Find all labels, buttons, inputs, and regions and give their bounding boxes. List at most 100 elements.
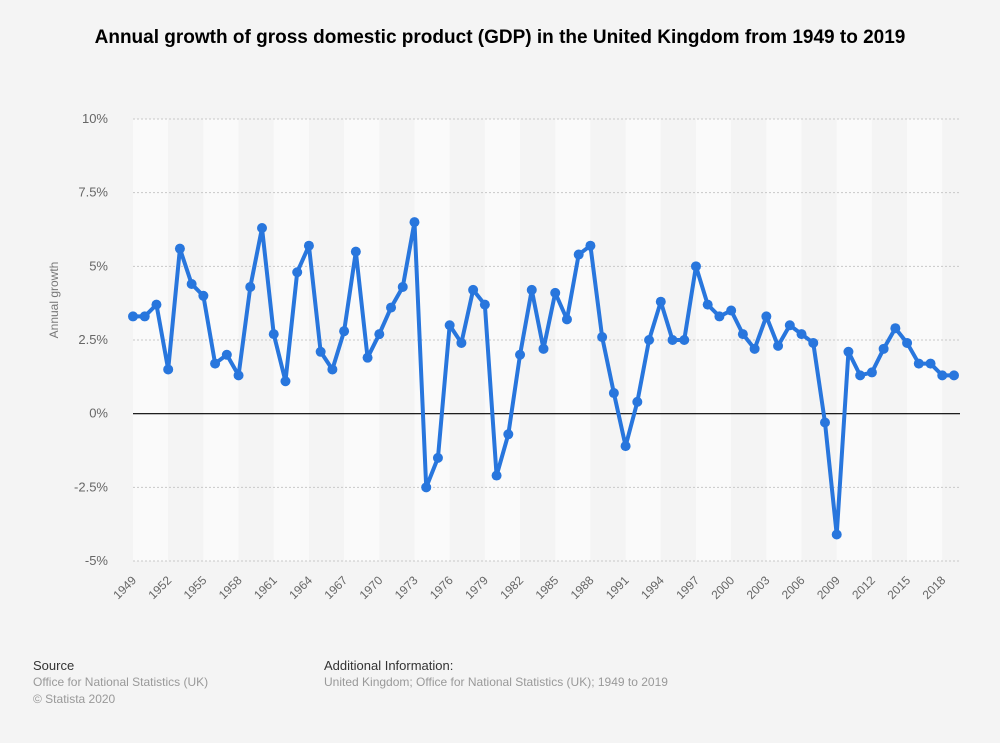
data-point [362,352,373,363]
data-point [245,281,256,292]
data-point [902,337,913,348]
data-point [526,284,537,295]
x-tick-label: 1958 [216,573,245,602]
data-point [773,340,784,351]
data-point [374,329,385,340]
data-point [632,396,643,407]
data-point [949,370,959,381]
data-point [937,370,948,381]
data-point [655,296,666,307]
data-point [397,281,408,292]
x-tick-label: 2003 [744,573,773,602]
data-point [339,326,350,337]
x-tick-label: 1952 [146,573,175,602]
data-point [515,349,526,360]
info-block: Additional Information: United Kingdom; … [324,657,668,691]
data-point [257,223,268,234]
data-point [749,343,760,354]
grid-band [942,119,960,561]
data-point [878,343,889,354]
data-point [761,311,772,322]
data-point [292,267,303,278]
data-point [819,417,830,428]
source-heading: Source [33,658,75,673]
data-point [608,388,619,399]
x-tick-label: 2015 [884,573,913,602]
data-point [597,332,608,343]
data-point [268,329,279,340]
data-point [667,335,678,345]
x-tick-label: 1982 [497,573,526,602]
x-tick-label: 1997 [673,573,702,602]
data-point [327,364,338,375]
data-point [233,370,244,381]
y-tick-label: 7.5% [78,185,108,200]
data-point [855,370,866,381]
data-point [456,337,467,348]
grid-band [907,119,943,561]
x-tick-label: 1949 [110,573,139,602]
data-point [913,358,924,369]
data-point [538,343,549,354]
y-tick-label: -5% [85,553,109,568]
data-point [444,320,455,331]
data-point [573,249,584,260]
copyright: © Statista 2020 [33,692,116,706]
data-point [690,261,701,272]
data-point [890,323,901,334]
x-tick-label: 1961 [251,573,280,602]
x-tick-label: 1967 [321,573,350,602]
data-point [315,346,326,357]
data-point [350,246,361,257]
data-point [620,441,631,452]
data-point [409,217,420,228]
x-tick-label: 2018 [920,573,949,602]
data-point [221,349,232,360]
x-tick-label: 1994 [638,573,667,602]
data-point [198,290,209,301]
x-tick-label: 1973 [392,573,421,602]
source-block: Source Office for National Statistics (U… [33,657,208,708]
data-point [280,376,291,387]
data-point [550,287,561,298]
data-point [174,243,185,254]
data-point [163,364,174,375]
data-point [585,240,596,251]
x-tick-label: 1970 [357,573,386,602]
x-tick-label: 2006 [779,573,808,602]
data-point [796,329,807,340]
x-tick-label: 2000 [708,573,737,602]
data-point [679,335,690,345]
grid-band [766,119,802,561]
y-tick-label: -2.5% [74,479,108,494]
chart-title: Annual growth of gross domestic product … [94,27,906,48]
x-tick-label: 1964 [286,573,315,602]
data-point [421,482,432,493]
x-tick-label: 1955 [181,573,210,602]
x-tick-label: 1991 [603,573,632,602]
data-point [139,311,150,322]
y-tick-label: 10% [82,111,108,126]
data-point [843,346,854,357]
data-point [866,367,877,378]
data-point [644,335,655,345]
data-point [386,302,397,313]
data-point [702,299,713,310]
x-tick-label: 2012 [849,573,878,602]
data-point [468,284,479,295]
data-point [561,314,572,325]
y-axis-label: Annual growth [47,262,61,339]
data-point [303,240,314,251]
data-point [925,358,936,369]
data-point [808,337,819,348]
grid-band [590,119,626,561]
x-tick-label: 1985 [533,573,562,602]
x-tick-label: 1976 [427,573,456,602]
x-tick-label: 1988 [568,573,597,602]
source-text: Office for National Statistics (UK) [33,675,209,689]
data-point [726,305,737,316]
data-point [503,429,514,440]
y-tick-label: 5% [89,258,108,273]
data-point [186,279,197,290]
data-point [210,358,221,369]
